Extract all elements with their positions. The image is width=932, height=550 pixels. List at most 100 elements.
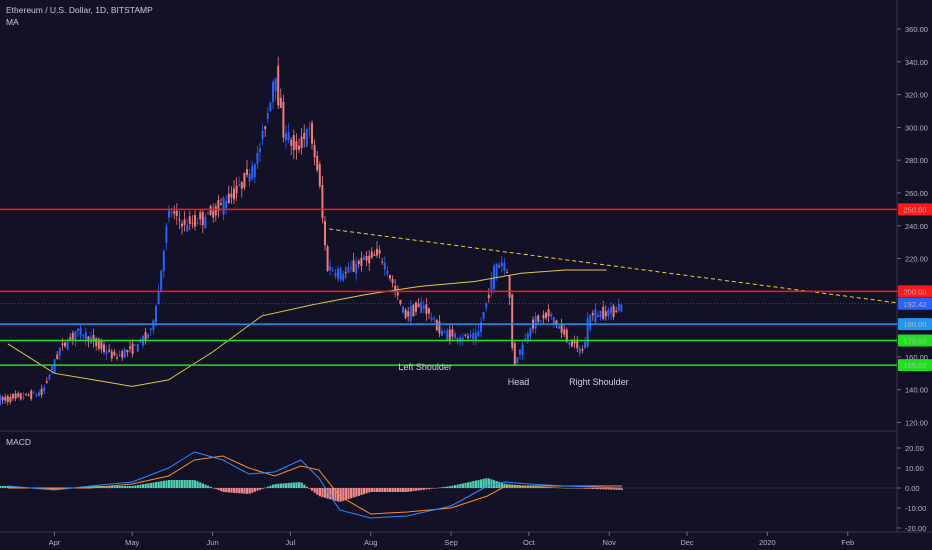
macd-histogram-bar [409, 488, 412, 492]
macd-histogram-bar [347, 488, 350, 500]
candle-body [66, 341, 69, 350]
candle-body [347, 267, 350, 273]
macd-histogram-bar [599, 488, 602, 490]
price-label-badge [898, 334, 932, 347]
candle-body [360, 258, 363, 267]
macd-histogram-bar [220, 488, 223, 492]
macd-histogram-bar [407, 488, 410, 492]
candle-body [227, 193, 230, 204]
candle-body [407, 311, 410, 317]
candle-body [287, 132, 290, 140]
candle-body [251, 165, 254, 180]
macd-histogram-bar [292, 482, 295, 488]
candle-body [326, 246, 329, 271]
x-tick-label: May [125, 538, 139, 547]
macd-histogram-bar [290, 482, 293, 488]
candle-body [539, 320, 542, 322]
macd-histogram-bar [441, 487, 444, 488]
macd-histogram-bar [87, 486, 90, 488]
candle-body [428, 308, 430, 314]
macd-histogram-bar [357, 488, 360, 496]
macd-histogram-bar [490, 479, 493, 488]
macd-histogram-bar [477, 479, 480, 488]
macd-histogram-bar [318, 488, 321, 497]
candle-body [448, 329, 451, 341]
candle-body [225, 201, 228, 209]
candle-body [547, 309, 550, 317]
candle-body [300, 136, 303, 148]
descending-trendline[interactable] [329, 228, 898, 304]
macd-histogram-bar [155, 482, 158, 488]
macd-histogram-bar [461, 483, 464, 488]
y-tick-label: 320.00 [905, 91, 928, 100]
candle-body [295, 141, 298, 150]
candle-body [480, 322, 482, 333]
candle-body [355, 263, 358, 274]
macd-histogram-bar [422, 488, 425, 490]
macd-histogram-bar [571, 488, 574, 489]
candle-body [196, 222, 199, 224]
candle-body [521, 344, 524, 356]
candle-body [230, 193, 233, 198]
candle-body [482, 311, 485, 319]
candle-body [571, 339, 573, 347]
candle-body [121, 351, 124, 358]
macd-histogram-bar [113, 486, 116, 488]
macd-histogram [0, 478, 623, 502]
candle-body [386, 270, 389, 274]
candle-body [1, 397, 4, 401]
candle-body [545, 312, 547, 319]
candle-body [155, 306, 157, 323]
candle-body [602, 306, 605, 320]
macd-histogram-bar [17, 486, 20, 488]
candle-body [568, 342, 571, 346]
candle-body [352, 260, 355, 272]
macd-histogram-bar [550, 487, 553, 488]
macd-histogram-bar [365, 488, 368, 494]
candle-body [108, 349, 111, 352]
candle-body [511, 294, 514, 348]
macd-histogram-bar [116, 486, 119, 488]
macd-histogram-bar [4, 486, 7, 488]
macd-histogram-bar [539, 486, 542, 488]
indicator-label-ma[interactable]: MA [6, 17, 19, 27]
candle-body [272, 81, 274, 102]
candle-body [503, 262, 506, 271]
price-label-text: 155.00 [904, 361, 927, 370]
macd-histogram-bar [545, 486, 548, 488]
price-label-badge [898, 285, 932, 298]
candle-body [233, 188, 235, 200]
macd-histogram-bar [519, 485, 522, 488]
candle-body [308, 128, 311, 130]
macd-histogram-bar [194, 480, 197, 488]
macd-histogram-bar [456, 484, 459, 488]
y-tick-label: 260.00 [905, 189, 928, 198]
candle-body [95, 338, 98, 347]
indicator-label-macd[interactable]: MACD [6, 437, 32, 447]
x-tick-label: Feb [841, 538, 854, 547]
macd-histogram-bar [464, 482, 467, 488]
macd-histogram-bar [287, 482, 290, 488]
candle-body [542, 314, 545, 319]
macd-histogram-bar [196, 481, 199, 488]
macd-histogram-bar [230, 488, 233, 493]
x-tick-label: Jul [286, 538, 296, 547]
macd-histogram-bar [500, 482, 503, 488]
candles [0, 56, 623, 407]
macd-histogram-bar [274, 483, 277, 488]
candle-body [378, 249, 381, 254]
candle-body [508, 275, 511, 298]
candle-body [396, 292, 399, 296]
macd-histogram-bar [311, 488, 314, 491]
macd-histogram-bar [1, 486, 4, 488]
macd-histogram-bar [235, 488, 238, 494]
candle-body [441, 330, 443, 336]
candle-body [438, 321, 441, 334]
candle-body [313, 144, 316, 158]
macd-histogram-bar [243, 488, 246, 494]
candle-body [599, 310, 602, 318]
candle-body [134, 344, 137, 346]
macd-histogram-bar [474, 480, 477, 488]
macd-histogram-bar [459, 483, 462, 488]
